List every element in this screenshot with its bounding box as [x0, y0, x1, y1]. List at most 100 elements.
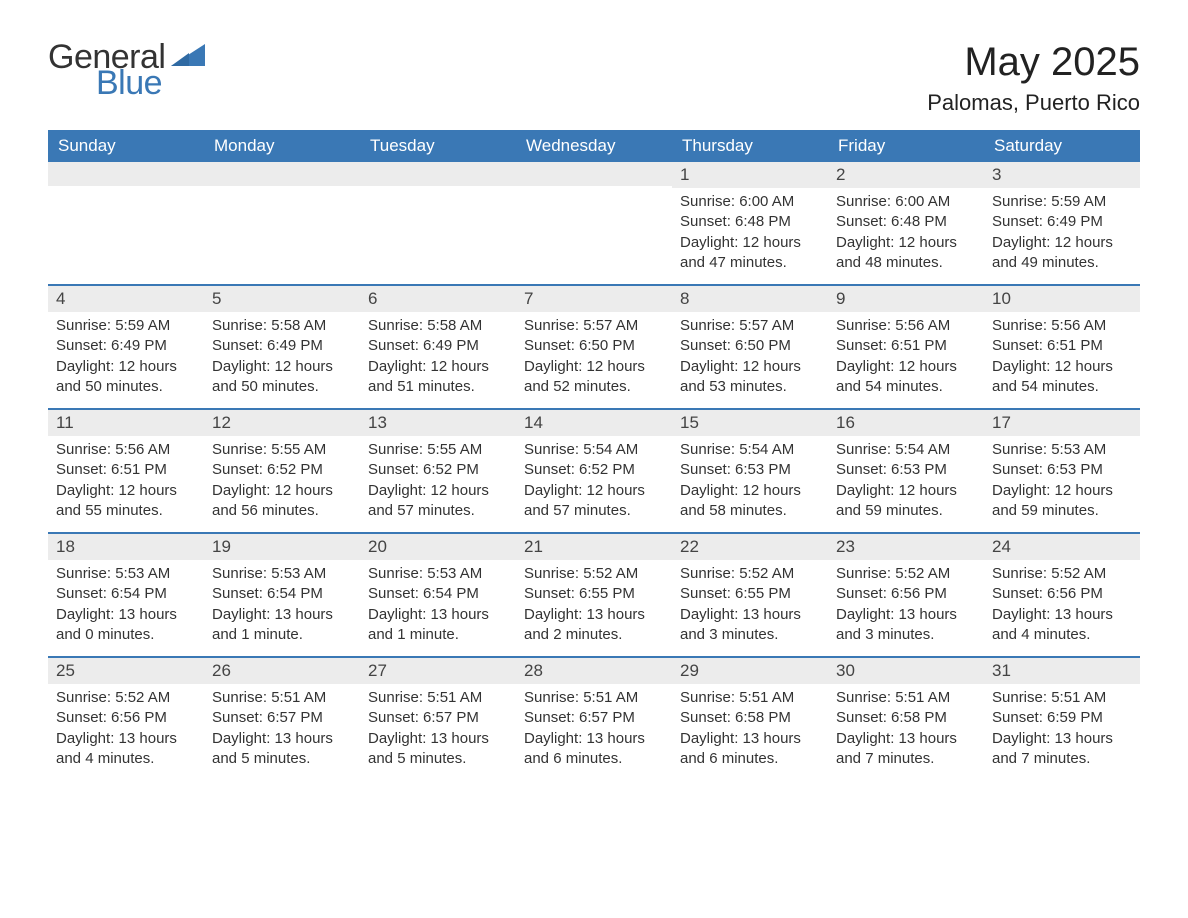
day-number: 20 — [360, 534, 516, 560]
day-details: Sunrise: 5:51 AMSunset: 6:57 PMDaylight:… — [516, 684, 672, 775]
calendar-day-cell: 27Sunrise: 5:51 AMSunset: 6:57 PMDayligh… — [360, 658, 516, 780]
day-details: Sunrise: 5:54 AMSunset: 6:52 PMDaylight:… — [516, 436, 672, 527]
day-details: Sunrise: 5:52 AMSunset: 6:56 PMDaylight:… — [828, 560, 984, 651]
sunset-text: Sunset: 6:52 PM — [524, 460, 664, 480]
sunrise-text: Sunrise: 5:52 AM — [992, 564, 1132, 584]
day-number: 8 — [672, 286, 828, 312]
calendar-day-cell: 4Sunrise: 5:59 AMSunset: 6:49 PMDaylight… — [48, 286, 204, 408]
daylight-text: Daylight: 12 hours and 49 minutes. — [992, 233, 1132, 274]
day-number: 6 — [360, 286, 516, 312]
calendar-day-cell: 1Sunrise: 6:00 AMSunset: 6:48 PMDaylight… — [672, 162, 828, 284]
daylight-text: Daylight: 12 hours and 54 minutes. — [992, 357, 1132, 398]
sunrise-text: Sunrise: 5:52 AM — [836, 564, 976, 584]
sunrise-text: Sunrise: 5:57 AM — [524, 316, 664, 336]
weekday-header: Sunday — [48, 130, 204, 162]
daylight-text: Daylight: 12 hours and 59 minutes. — [836, 481, 976, 522]
weekday-header: Friday — [828, 130, 984, 162]
day-number: 23 — [828, 534, 984, 560]
calendar-day-cell: 3Sunrise: 5:59 AMSunset: 6:49 PMDaylight… — [984, 162, 1140, 284]
calendar-day-cell: 7Sunrise: 5:57 AMSunset: 6:50 PMDaylight… — [516, 286, 672, 408]
sunrise-text: Sunrise: 5:55 AM — [368, 440, 508, 460]
day-number: 28 — [516, 658, 672, 684]
daylight-text: Daylight: 12 hours and 52 minutes. — [524, 357, 664, 398]
calendar-day-cell: 31Sunrise: 5:51 AMSunset: 6:59 PMDayligh… — [984, 658, 1140, 780]
day-number: 22 — [672, 534, 828, 560]
daylight-text: Daylight: 13 hours and 5 minutes. — [368, 729, 508, 770]
sunset-text: Sunset: 6:51 PM — [56, 460, 196, 480]
day-details: Sunrise: 5:58 AMSunset: 6:49 PMDaylight:… — [360, 312, 516, 403]
sunset-text: Sunset: 6:59 PM — [992, 708, 1132, 728]
daylight-text: Daylight: 12 hours and 58 minutes. — [680, 481, 820, 522]
calendar-day-cell: 17Sunrise: 5:53 AMSunset: 6:53 PMDayligh… — [984, 410, 1140, 532]
daylight-text: Daylight: 13 hours and 2 minutes. — [524, 605, 664, 646]
day-details: Sunrise: 5:52 AMSunset: 6:56 PMDaylight:… — [984, 560, 1140, 651]
day-number — [516, 162, 672, 186]
day-number: 13 — [360, 410, 516, 436]
daylight-text: Daylight: 12 hours and 53 minutes. — [680, 357, 820, 398]
sunset-text: Sunset: 6:54 PM — [212, 584, 352, 604]
calendar-week-row: 4Sunrise: 5:59 AMSunset: 6:49 PMDaylight… — [48, 284, 1140, 408]
daylight-text: Daylight: 12 hours and 59 minutes. — [992, 481, 1132, 522]
sunset-text: Sunset: 6:54 PM — [368, 584, 508, 604]
day-details: Sunrise: 5:51 AMSunset: 6:57 PMDaylight:… — [204, 684, 360, 775]
sunrise-text: Sunrise: 5:53 AM — [368, 564, 508, 584]
day-number — [48, 162, 204, 186]
day-number: 17 — [984, 410, 1140, 436]
sunrise-text: Sunrise: 5:51 AM — [368, 688, 508, 708]
page-header: General Blue May 2025 Palomas, Puerto Ri… — [48, 40, 1140, 116]
brand-logo: General Blue — [48, 40, 205, 100]
sunset-text: Sunset: 6:52 PM — [368, 460, 508, 480]
day-details: Sunrise: 5:52 AMSunset: 6:55 PMDaylight:… — [672, 560, 828, 651]
day-details: Sunrise: 5:56 AMSunset: 6:51 PMDaylight:… — [48, 436, 204, 527]
sunrise-text: Sunrise: 5:59 AM — [992, 192, 1132, 212]
day-number: 12 — [204, 410, 360, 436]
calendar-day-cell: 26Sunrise: 5:51 AMSunset: 6:57 PMDayligh… — [204, 658, 360, 780]
calendar-day-cell: 21Sunrise: 5:52 AMSunset: 6:55 PMDayligh… — [516, 534, 672, 656]
day-details: Sunrise: 5:52 AMSunset: 6:55 PMDaylight:… — [516, 560, 672, 651]
calendar-day-cell: 16Sunrise: 5:54 AMSunset: 6:53 PMDayligh… — [828, 410, 984, 532]
sunset-text: Sunset: 6:50 PM — [680, 336, 820, 356]
title-block: May 2025 Palomas, Puerto Rico — [927, 40, 1140, 116]
day-number: 21 — [516, 534, 672, 560]
day-details: Sunrise: 5:52 AMSunset: 6:56 PMDaylight:… — [48, 684, 204, 775]
day-details: Sunrise: 5:53 AMSunset: 6:54 PMDaylight:… — [48, 560, 204, 651]
daylight-text: Daylight: 13 hours and 7 minutes. — [992, 729, 1132, 770]
sunset-text: Sunset: 6:51 PM — [836, 336, 976, 356]
day-details: Sunrise: 5:58 AMSunset: 6:49 PMDaylight:… — [204, 312, 360, 403]
calendar-day-cell: 28Sunrise: 5:51 AMSunset: 6:57 PMDayligh… — [516, 658, 672, 780]
sunset-text: Sunset: 6:54 PM — [56, 584, 196, 604]
calendar-week-row: 1Sunrise: 6:00 AMSunset: 6:48 PMDaylight… — [48, 162, 1140, 284]
sunset-text: Sunset: 6:56 PM — [56, 708, 196, 728]
calendar-day-cell: 25Sunrise: 5:52 AMSunset: 6:56 PMDayligh… — [48, 658, 204, 780]
daylight-text: Daylight: 13 hours and 4 minutes. — [56, 729, 196, 770]
day-details: Sunrise: 5:53 AMSunset: 6:54 PMDaylight:… — [204, 560, 360, 651]
day-details: Sunrise: 5:59 AMSunset: 6:49 PMDaylight:… — [984, 188, 1140, 279]
sunrise-text: Sunrise: 5:51 AM — [212, 688, 352, 708]
day-number: 7 — [516, 286, 672, 312]
day-details: Sunrise: 5:54 AMSunset: 6:53 PMDaylight:… — [828, 436, 984, 527]
sunrise-text: Sunrise: 5:51 AM — [992, 688, 1132, 708]
calendar-week-row: 18Sunrise: 5:53 AMSunset: 6:54 PMDayligh… — [48, 532, 1140, 656]
sunset-text: Sunset: 6:56 PM — [992, 584, 1132, 604]
day-details: Sunrise: 5:56 AMSunset: 6:51 PMDaylight:… — [828, 312, 984, 403]
daylight-text: Daylight: 12 hours and 47 minutes. — [680, 233, 820, 274]
sunset-text: Sunset: 6:53 PM — [836, 460, 976, 480]
day-number — [204, 162, 360, 186]
daylight-text: Daylight: 13 hours and 1 minute. — [212, 605, 352, 646]
sunset-text: Sunset: 6:55 PM — [524, 584, 664, 604]
calendar-day-cell: 30Sunrise: 5:51 AMSunset: 6:58 PMDayligh… — [828, 658, 984, 780]
sunrise-text: Sunrise: 6:00 AM — [680, 192, 820, 212]
sunrise-text: Sunrise: 6:00 AM — [836, 192, 976, 212]
sunrise-text: Sunrise: 5:56 AM — [992, 316, 1132, 336]
calendar-day-cell — [360, 162, 516, 284]
month-title: May 2025 — [927, 40, 1140, 84]
daylight-text: Daylight: 12 hours and 55 minutes. — [56, 481, 196, 522]
daylight-text: Daylight: 12 hours and 56 minutes. — [212, 481, 352, 522]
day-number: 2 — [828, 162, 984, 188]
sunrise-text: Sunrise: 5:58 AM — [368, 316, 508, 336]
sunset-text: Sunset: 6:53 PM — [992, 460, 1132, 480]
sunset-text: Sunset: 6:53 PM — [680, 460, 820, 480]
sunset-text: Sunset: 6:51 PM — [992, 336, 1132, 356]
daylight-text: Daylight: 12 hours and 57 minutes. — [368, 481, 508, 522]
sunrise-text: Sunrise: 5:51 AM — [836, 688, 976, 708]
